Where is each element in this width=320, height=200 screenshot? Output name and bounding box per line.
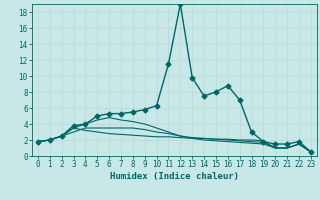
X-axis label: Humidex (Indice chaleur): Humidex (Indice chaleur): [110, 172, 239, 181]
